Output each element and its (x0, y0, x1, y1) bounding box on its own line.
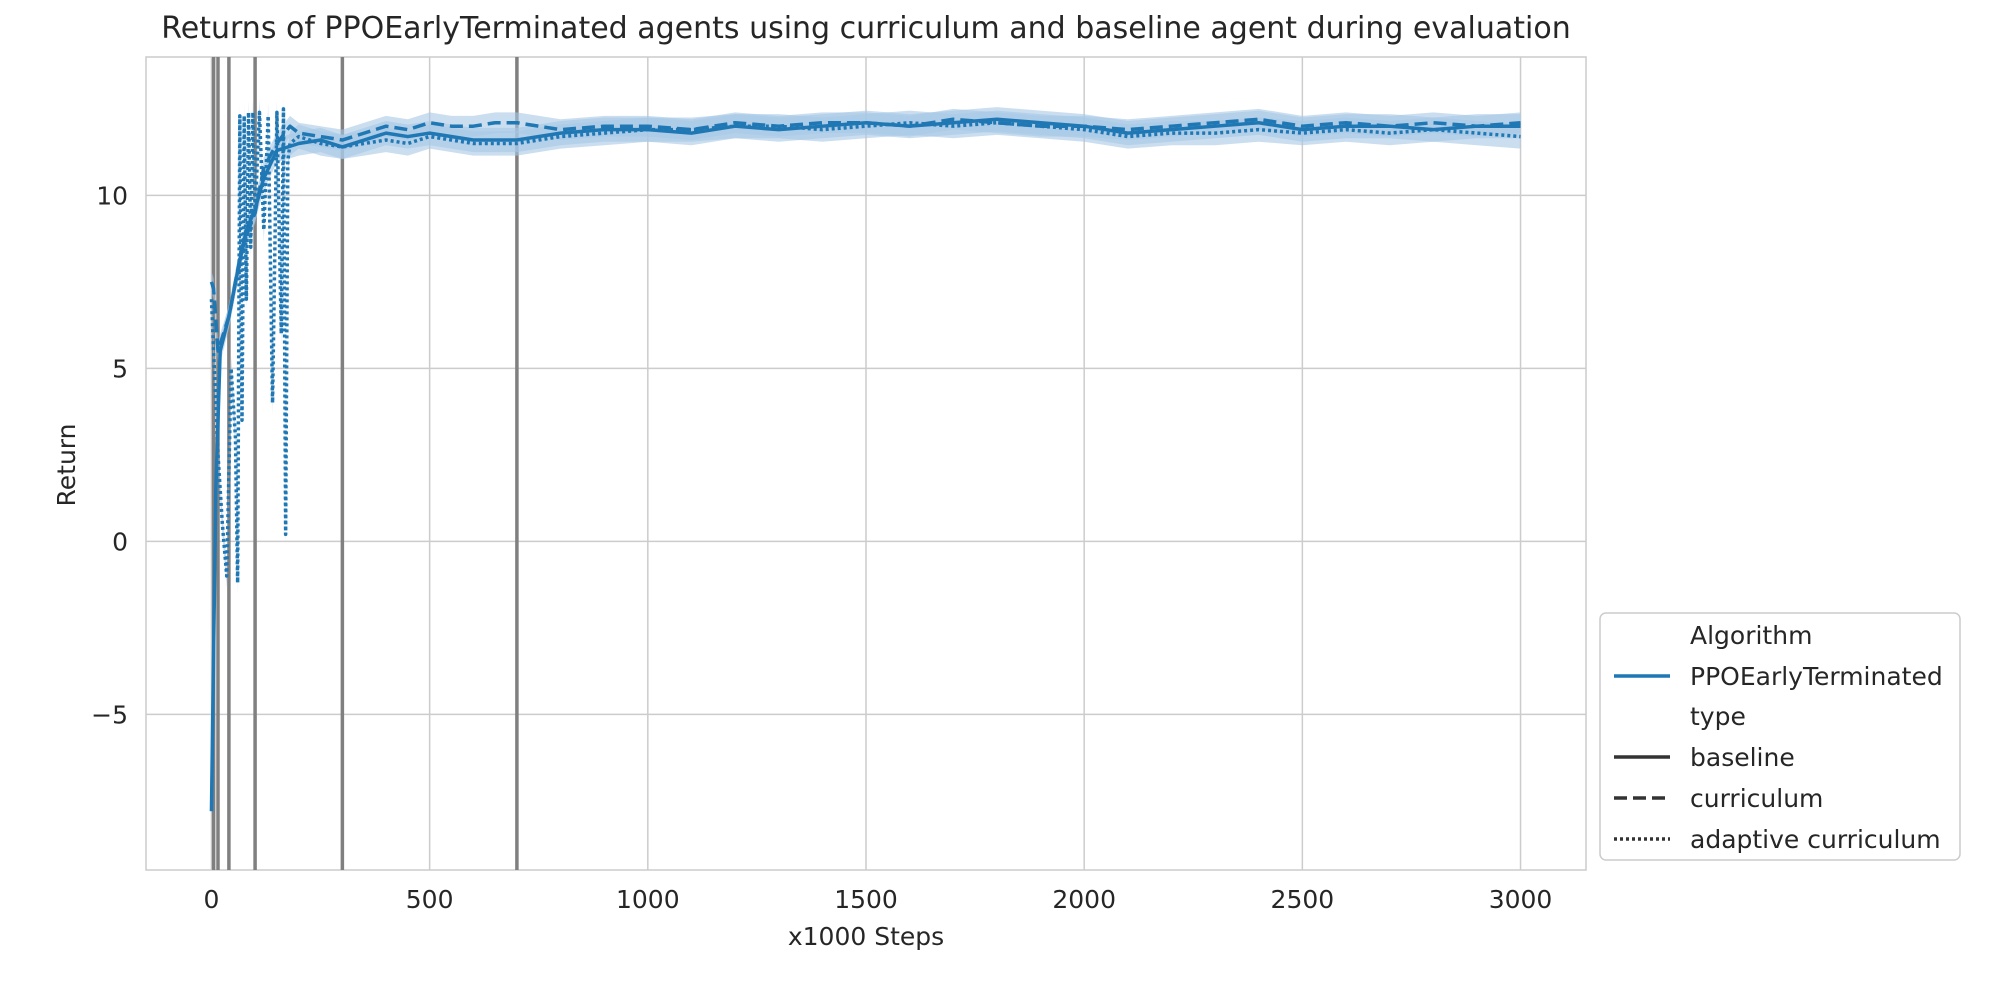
y-tick-label: 0 (112, 527, 128, 556)
legend: Algorithm PPOEarlyTerminated type baseli… (1599, 612, 1961, 861)
y-axis-label: Return (52, 424, 81, 507)
y-tick-label: 5 (112, 354, 128, 383)
x-tick-label: 1500 (834, 885, 898, 914)
x-tick-label: 3000 (1489, 885, 1553, 914)
x-tick-label: 0 (204, 885, 220, 914)
series-lines (209, 107, 1521, 812)
legend-entry-curriculum: curriculum (1690, 784, 1823, 813)
x-axis-label: x1000 Steps (788, 922, 944, 951)
legend-title-algorithm: Algorithm (1690, 621, 1812, 650)
y-tick-label: −5 (91, 700, 128, 729)
legend-title-type: type (1690, 702, 1746, 731)
legend-entry-adaptive: adaptive curriculum (1690, 825, 1941, 854)
series-line-dotted (209, 107, 1521, 585)
x-tick-label: 500 (406, 885, 454, 914)
legend-entry-baseline: baseline (1690, 743, 1795, 772)
tick-labels: 0 500 1000 1500 2000 2500 3000 −5 0 5 10 (91, 181, 1552, 914)
chart-title: Returns of PPOEarlyTerminated agents usi… (161, 11, 1570, 46)
legend-entry-ppo: PPOEarlyTerminated (1690, 662, 1943, 691)
x-tick-label: 2500 (1271, 885, 1335, 914)
legend-box (1599, 612, 1961, 861)
y-tick-label: 10 (96, 181, 128, 210)
x-tick-label: 1000 (616, 885, 680, 914)
x-tick-label: 2000 (1052, 885, 1116, 914)
